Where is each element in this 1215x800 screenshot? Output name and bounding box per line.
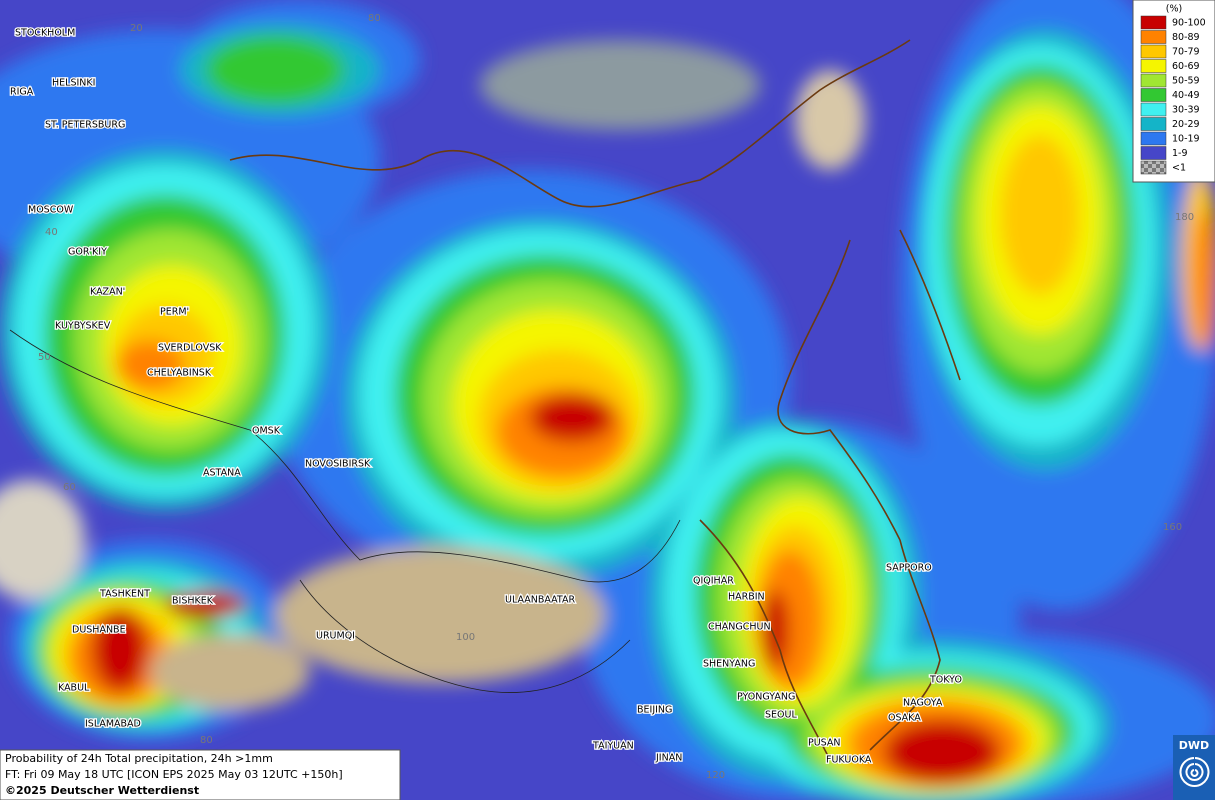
legend-items: 90-100 80-89 70-79 60-69 50-59 40-49 30-39 20-2… <box>1140 15 1206 175</box>
city-label: SHENYANG <box>703 659 755 670</box>
legend-title: (%) <box>1166 4 1182 15</box>
city-label: KAZAN' <box>90 287 125 298</box>
graticule-label: 180 <box>1175 212 1194 223</box>
city-label: BISHKEK <box>172 596 214 607</box>
legend-swatch <box>1140 88 1167 102</box>
logo: DWD <box>1173 735 1215 800</box>
precip-area <box>530 394 614 442</box>
legend-label: 70-79 <box>1172 47 1200 58</box>
city-label: ASTANA <box>203 468 241 479</box>
graticule-label: 160 <box>1163 522 1182 533</box>
city-label: NAGOYA <box>903 698 943 709</box>
city-label: KABUL <box>58 683 90 694</box>
city-label: SVERDLOVSK <box>158 343 222 354</box>
legend-label: 80-89 <box>1172 32 1200 43</box>
city-label: HARBIN <box>728 592 765 603</box>
city-label: GOR'KIY <box>68 247 107 258</box>
labels: STOCKHOLM HELSINKI RIGA ST. PETERSBURG MOSCO… <box>9 13 1194 781</box>
footer: Probability of 24h Total precipitation, … <box>0 749 401 800</box>
city-label: MOSCOW <box>28 205 74 216</box>
footer-forecast-time: FT: Fri 09 May 18 UTC [ICON EPS 2025 May… <box>5 768 343 781</box>
city-label: FUKUOKA <box>826 755 872 766</box>
legend-swatch <box>1140 117 1167 131</box>
legend-swatch <box>1140 15 1167 30</box>
precip-area <box>205 35 345 105</box>
city-label: ULAANBAATAR <box>505 595 575 606</box>
legend-label: <1 <box>1172 163 1186 174</box>
city-label: TOKYO <box>929 675 962 686</box>
graticule-label: 20 <box>130 23 143 34</box>
city-label: CHANGCHUN <box>708 622 771 633</box>
city-label: CHELYABINSK <box>147 368 212 379</box>
footer-box <box>0 749 401 800</box>
legend-label: 1-9 <box>1172 148 1188 159</box>
graticule-label: 60 <box>63 482 76 493</box>
legend-label: 10-19 <box>1172 134 1200 145</box>
precip-area <box>795 70 865 170</box>
precip-area <box>92 608 148 692</box>
precip-area <box>0 480 85 600</box>
precip-area <box>1193 210 1215 350</box>
city-label: RIGA <box>10 87 34 98</box>
legend-label: 90-100 <box>1172 18 1206 29</box>
precip-area <box>1000 135 1080 295</box>
legend-swatch <box>1140 44 1167 59</box>
legend-swatch <box>1140 59 1167 73</box>
city-label: PYONGYANG <box>737 692 795 703</box>
graticule-label: 80 <box>368 13 381 24</box>
precip-area <box>115 340 185 390</box>
legend-label: 20-29 <box>1172 119 1200 130</box>
legend-swatch <box>1140 102 1167 117</box>
legend: (%) 90-100 80-89 70-79 60-69 50-59 40-49 30-39… <box>1132 0 1215 183</box>
city-label: PERM' <box>160 307 189 318</box>
city-label: TASHKENT <box>99 589 150 600</box>
legend-label: 30-39 <box>1172 105 1200 116</box>
city-label: NOVOSIBIRSK <box>305 459 371 470</box>
legend-label: 50-59 <box>1172 76 1200 87</box>
legend-swatch <box>1140 30 1167 44</box>
city-label: PUSAN <box>808 738 841 749</box>
city-label: ST. PETERSBURG <box>45 120 125 131</box>
precip-area <box>150 634 310 710</box>
city-label: JINAN <box>655 753 682 764</box>
coastlines <box>229 39 961 761</box>
city-label: DUSHANBE <box>72 625 126 636</box>
borders <box>9 329 681 693</box>
footer-title: Probability of 24h Total precipitation, … <box>5 752 273 765</box>
legend-swatch <box>1140 146 1167 160</box>
graticule-label: 100 <box>456 632 475 643</box>
city-label: TAIYUAN <box>592 741 634 752</box>
logo-icon <box>1179 757 1210 787</box>
precip-area <box>761 590 789 670</box>
graticule-label: 80 <box>200 735 213 746</box>
precip-area <box>165 591 245 619</box>
legend-swatch <box>1140 73 1167 88</box>
graticule-label: 120 <box>706 770 725 781</box>
city-label: SAPPORO <box>886 563 932 574</box>
city-label: SEOUL <box>765 710 797 721</box>
precip-area <box>480 40 760 130</box>
city-label: QIQIHAR <box>693 576 734 587</box>
graticule-label: 40 <box>45 227 58 238</box>
city-label: BEIJING <box>637 705 672 716</box>
legend-swatch <box>1140 131 1167 146</box>
city-label: HELSINKI <box>52 78 95 89</box>
legend-swatch <box>1140 160 1167 175</box>
city-label: STOCKHOLM <box>15 28 75 39</box>
city-label: ISLAMABAD <box>85 719 141 730</box>
legend-label: 60-69 <box>1172 61 1200 72</box>
footer-copyright: ©2025 Deutscher Wetterdienst <box>5 784 199 797</box>
logo-text: DWD <box>1179 739 1209 752</box>
city-label: KUYBYSKEV <box>55 321 111 332</box>
city-label: OMSK <box>252 426 281 437</box>
city-label: URUMQI <box>316 631 355 642</box>
city-label: OSAKA <box>888 713 921 724</box>
graticule-label: 50 <box>38 352 51 363</box>
precip-area <box>275 547 605 683</box>
precip-area <box>884 720 1000 784</box>
legend-label: 40-49 <box>1172 90 1200 101</box>
